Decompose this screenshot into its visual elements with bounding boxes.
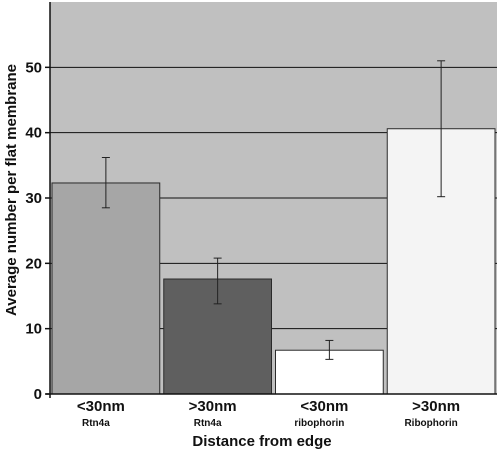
x-tick-label: <30nm — [77, 398, 125, 415]
y-tick-label: 0 — [34, 386, 42, 403]
x-tick-label: >30nm — [412, 398, 460, 415]
bar — [386, 128, 496, 395]
error-bars — [101, 60, 446, 360]
x-tick-labels: <30nm Rtn4a >30nm Rtn4a <30nm ribophorin >30nm… — [77, 398, 460, 429]
x-tick-sublabel: Rtn4a — [82, 418, 110, 429]
y-tick-label: 10 — [25, 321, 42, 338]
y-tick-label: 30 — [25, 190, 42, 207]
x-tick-sublabel: Ribophorin — [404, 418, 457, 429]
y-tick-labels: 0 10 20 30 40 50 — [25, 59, 50, 403]
y-axis-title: Average number per flat membrane — [3, 64, 20, 316]
y-tick-label: 20 — [25, 255, 42, 272]
y-tick-label: 50 — [25, 59, 42, 76]
x-tick-sublabel: ribophorin — [294, 418, 344, 429]
bar — [51, 182, 161, 395]
x-tick-sublabel: Rtn4a — [194, 418, 222, 429]
x-axis-title: Distance from edge — [192, 433, 331, 450]
x-tick-label: <30nm — [300, 398, 348, 415]
x-tick-label: >30nm — [189, 398, 237, 415]
y-tick-label: 40 — [25, 125, 42, 142]
